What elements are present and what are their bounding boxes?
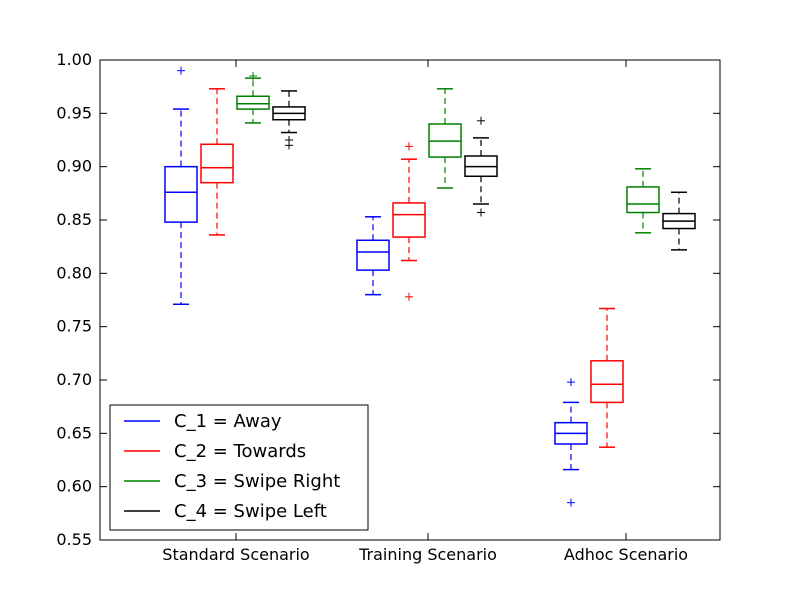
y-tick-label: 0.70: [56, 370, 92, 389]
legend-item: C_1 = Away: [124, 411, 282, 432]
y-tick-label: 0.95: [56, 103, 92, 122]
legend-label: C_2 = Towards: [174, 441, 306, 462]
y-tick-label: 0.55: [56, 530, 92, 549]
box-group: [554, 378, 588, 507]
y-tick-label: 0.65: [56, 423, 92, 442]
box-group: [662, 191, 696, 251]
flier-marker: [405, 292, 413, 301]
legend: C_1 = Away C_2 = Towards C_3 = Swipe Right…: [109, 404, 369, 531]
box-group: [236, 72, 270, 124]
flier-marker: [405, 142, 413, 151]
legend-label: C_4 = Swipe Left: [174, 501, 327, 522]
box-group: [272, 90, 306, 150]
legend-item: C_3 = Swipe Right: [124, 471, 340, 492]
legend-label: C_3 = Swipe Right: [174, 471, 340, 492]
box-group: [392, 142, 426, 301]
flier-marker: [285, 141, 293, 150]
plot-frame: [99, 59, 721, 541]
box: [164, 165, 198, 223]
x-tick-label: Adhoc Scenario: [564, 545, 688, 564]
y-tick-label: 0.90: [56, 157, 92, 176]
box-group: [356, 216, 390, 296]
flier-marker: [477, 208, 485, 217]
box-group: [164, 66, 198, 306]
flier-marker: [177, 66, 185, 75]
axes: 0.55 0.60 0.65 0.70 0.75 0.80 0.85 0.90 0.95 1.00…: [56, 50, 721, 564]
x-tick-label: Training Scenario: [358, 545, 497, 564]
flier-marker: [249, 72, 257, 80]
box: [356, 239, 390, 271]
plot-area: [164, 66, 696, 507]
y-tick-label: 1.00: [56, 50, 92, 69]
y-tick-label: 0.85: [56, 210, 92, 229]
flier-marker: [567, 498, 575, 507]
legend-box: [109, 404, 369, 531]
flier-marker: [567, 378, 575, 387]
box-group: [626, 168, 660, 234]
box-group: [200, 88, 234, 236]
box: [236, 95, 270, 110]
legend-label: C_1 = Away: [174, 411, 282, 432]
flier-marker: [477, 116, 485, 125]
y-tick-label: 0.60: [56, 477, 92, 496]
box: [626, 186, 660, 214]
x-tick-label: Standard Scenario: [162, 545, 309, 564]
legend-item: C_2 = Towards: [124, 441, 306, 462]
box-group: [590, 307, 624, 448]
box: [200, 143, 234, 184]
y-tick-label: 0.75: [56, 317, 92, 336]
legend-item: C_4 = Swipe Left: [124, 501, 327, 522]
y-tick-label: 0.80: [56, 263, 92, 282]
box: [392, 202, 426, 238]
box-group: [464, 116, 498, 217]
box: [590, 360, 624, 404]
box-group: [428, 88, 462, 189]
